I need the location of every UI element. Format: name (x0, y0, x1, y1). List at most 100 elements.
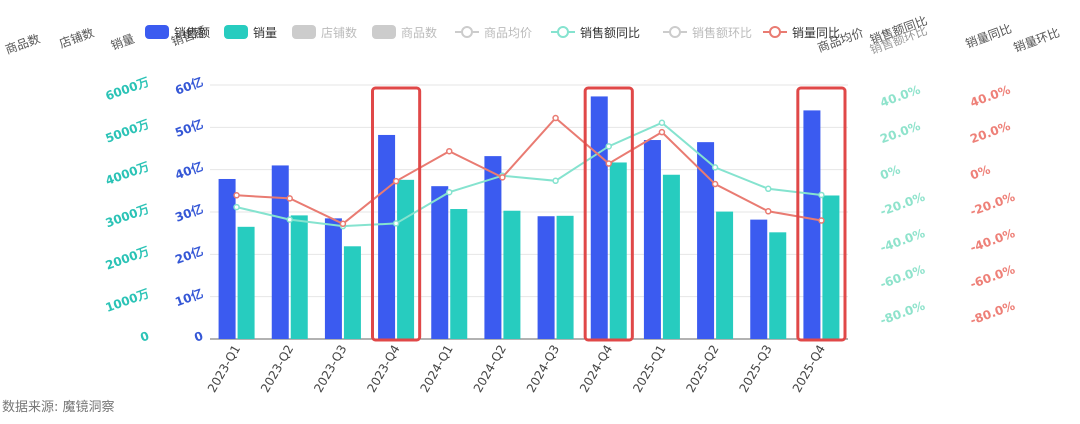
series-point (605, 160, 612, 167)
highlight-box (583, 86, 634, 342)
bar-sales (431, 186, 449, 339)
bar-sales (218, 178, 236, 339)
bar-volume (662, 174, 680, 339)
series-point (286, 195, 293, 202)
legend-swatch (224, 25, 248, 39)
bar-sales (590, 96, 608, 340)
x-axis-tick: 2024-Q4 (577, 343, 615, 395)
legend-label: 销量同比 (792, 26, 840, 40)
series-point (286, 216, 293, 223)
bar-sales (378, 134, 396, 339)
bar-sales (643, 140, 661, 339)
bar-sales (537, 216, 555, 339)
axis-name-volume-yoy: 销量同比 (964, 21, 1014, 51)
legend-swatch (372, 25, 396, 39)
legend-label: 销量 (253, 26, 277, 40)
sales-axis-tick: 10亿 (173, 285, 205, 309)
series-point (552, 114, 559, 122)
x-axis-tick: 2025-Q1 (630, 343, 668, 395)
series-point (818, 191, 825, 199)
sales-axis-tick: 60亿 (173, 74, 205, 98)
series-line (236, 116, 822, 225)
x-axis-tick: 2025-Q2 (683, 343, 721, 395)
legend-swatch-marker (461, 26, 473, 38)
x-axis-tick: 2025-Q4 (790, 343, 828, 395)
legend-label: 销售额环比 (692, 25, 752, 40)
sales-axis-tick: 20亿 (173, 243, 205, 267)
series-point (392, 177, 400, 185)
sales-axis-tick: 30亿 (173, 201, 205, 225)
sales_yoy-axis-tick: 0% (878, 162, 902, 182)
bar-volume (556, 215, 574, 339)
legend-label: 商品均价 (484, 25, 532, 40)
volume-axis-tick: 5000万 (104, 117, 151, 146)
sales-axis-tick: 40亿 (173, 158, 205, 182)
series-point (552, 177, 559, 185)
legend-swatch-marker (669, 26, 681, 38)
series-point (233, 192, 240, 199)
bar-volume (237, 226, 255, 339)
x-axis-tick: 2023-Q1 (205, 343, 243, 395)
volume_yoy-axis-tick: 0% (968, 162, 992, 182)
series-point (446, 147, 453, 155)
series-point (392, 220, 400, 227)
bar-sales (271, 165, 289, 339)
series-point (658, 119, 666, 126)
highlight-box (796, 86, 847, 342)
series-point (818, 217, 825, 224)
series-point (765, 185, 772, 193)
sales_yoy-axis-tick: -80.0% (878, 299, 927, 328)
bar-volume (343, 246, 361, 339)
axis-name-store-count: 店铺数 (57, 25, 96, 51)
bar-volume (769, 232, 787, 339)
sales_yoy-axis-tick: -20.0% (878, 190, 927, 219)
legend-label: 商品数 (401, 25, 437, 40)
axis-name-volume-mom: 销量环比 (1012, 25, 1062, 55)
bar-volume (609, 162, 627, 339)
series-point (446, 188, 453, 196)
x-axis-tick: 2024-Q3 (524, 343, 562, 395)
legend-label: 店铺数 (321, 25, 357, 40)
legend-label: 销售额 (174, 25, 210, 40)
x-axis-tick: 2024-Q1 (418, 343, 456, 395)
volume-axis-tick: 3000万 (104, 202, 151, 231)
bar-sales (697, 142, 715, 339)
volume_yoy-axis-tick: 20.0% (968, 119, 1012, 146)
volume_yoy-axis-tick: 40.0% (968, 83, 1012, 110)
series-point (711, 180, 719, 188)
series-point (605, 143, 612, 150)
bar-sales (484, 156, 502, 339)
data-source-label: 数据来源: 魔镜洞察 (2, 400, 115, 415)
volume-axis-tick: 0 (138, 329, 151, 345)
axis-name-volume: 销量 (109, 32, 136, 53)
bar-volume (397, 179, 415, 339)
x-axis-tick: 2024-Q2 (471, 342, 509, 394)
series-point (339, 220, 347, 228)
volume_yoy-axis-tick: -20.0% (968, 190, 1017, 219)
x-axis-tick: 2023-Q2 (258, 343, 296, 395)
volume_yoy-axis-tick: -80.0% (968, 299, 1017, 328)
x-axis-tick: 2025-Q3 (737, 343, 775, 395)
sales-axis-tick: 0 (192, 329, 205, 345)
sales_yoy-axis-tick: -40.0% (878, 226, 927, 255)
legend-swatch (292, 25, 316, 39)
volume_yoy-axis-tick: -40.0% (968, 226, 1017, 255)
volume-axis-tick: 1000万 (104, 286, 151, 315)
sales_yoy-axis-tick: -60.0% (878, 262, 927, 291)
bar-volume (450, 209, 468, 339)
bar-sales (803, 110, 821, 340)
volume-axis-tick: 4000万 (104, 159, 151, 188)
bar-sales (324, 218, 342, 339)
series-point (765, 208, 772, 215)
x-axis-tick: 2023-Q4 (364, 343, 402, 395)
bar-volume (822, 195, 840, 339)
axis-name-product-count: 商品数 (3, 31, 42, 57)
bar-volume (290, 215, 308, 339)
series-point (499, 174, 506, 181)
sales_yoy-axis-tick: 20.0% (878, 119, 922, 146)
series-line (236, 121, 822, 228)
sales-axis-tick: 50亿 (173, 116, 205, 140)
series-point (233, 203, 240, 211)
series-point (711, 164, 719, 171)
